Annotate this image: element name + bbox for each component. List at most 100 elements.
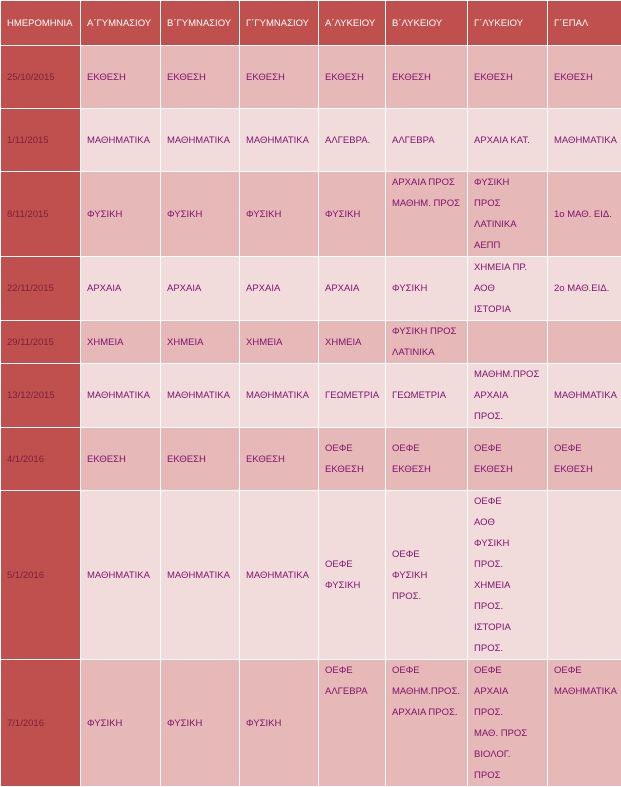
subject-text: ΦΥΣΙΚΗ — [392, 278, 461, 299]
date-cell: 1/11/2015 — [1, 109, 81, 172]
subject-text: ΑΟΘ — [474, 512, 541, 533]
subject-text: ΟΕΦΕ — [474, 491, 541, 512]
subject-cell: ΜΑΘΗΜΑΤΙΚΑ — [161, 491, 240, 660]
subject-text: ΧΗΜΕΙΑ — [474, 575, 541, 596]
subject-text: ΦΥΣΙΚΗ — [87, 204, 154, 225]
subject-text: ΜΑΘΗΜ.ΠΡΟΣ — [474, 364, 541, 385]
subject-text: ΓΕΩΜΕΤΡΙΑ — [392, 385, 461, 406]
subject-text: ΧΗΜΕΙΑ ΠΡ. — [474, 257, 541, 278]
subject-text: ΟΕΦΕ — [554, 660, 615, 681]
subject-cell: ΦΥΣΙΚΗ — [161, 660, 240, 787]
subject-text: ΙΣΤΟΡΙΑ — [474, 299, 541, 320]
subject-cell: ΑΡΧΑΙΑ — [319, 257, 386, 321]
subject-cell: ΦΥΣΙΚΗ — [240, 660, 319, 787]
subject-text — [554, 723, 615, 744]
subject-text: ΦΥΣΙΚΗ — [325, 204, 379, 225]
subject-cell — [468, 321, 548, 364]
subject-cell: ΕΚΘΕΣΗ — [240, 46, 319, 109]
subject-cell: ΓΕΩΜΕΤΡΙΑ — [319, 364, 386, 428]
subject-text — [554, 744, 615, 765]
subject-cell: 2ο ΜΑΘ.ΕΙΔ. — [548, 257, 621, 321]
subject-text: ΠΡΟΣ. — [392, 586, 461, 607]
subject-cell: ΜΑΘΗΜΑΤΙΚΑ — [240, 491, 319, 660]
date-cell: 29/11/2015 — [1, 321, 81, 364]
subject-text: ΟΕΦΕ — [392, 544, 461, 565]
subject-text — [325, 765, 379, 786]
subject-cell: ΦΥΣΙΚΗ — [81, 172, 161, 257]
subject-text — [392, 214, 461, 235]
subject-text: ΜΑΘΗΜ.ΠΡΟΣ. — [392, 681, 461, 702]
date-cell: 5/1/2016 — [1, 491, 81, 660]
subject-cell: ΦΥΣΙΚΗ — [161, 172, 240, 257]
subject-cell: ΜΑΘΗΜΑΤΙΚΑ — [548, 364, 621, 428]
subject-cell: ΜΑΘΗΜΑΤΙΚΑ — [161, 109, 240, 172]
subject-text: ΜΑΘΗΜΑΤΙΚΑ — [246, 130, 312, 151]
subject-text: ΑΛΓΕΒΡΑ — [392, 130, 461, 151]
subject-text: ΕΚΘΕΣΗ — [325, 67, 379, 88]
subject-text: ΟΕΦΕ — [325, 660, 379, 681]
subject-text: ΟΕΦΕ — [325, 554, 379, 575]
subject-text: ΑΡΧΑΙΑ — [474, 681, 541, 702]
subject-text: ΦΥΣΙΚΗ — [474, 533, 541, 554]
subject-text: ΠΡΟΣ — [474, 765, 541, 786]
header-g-lykeiou: Γ΄ΛΥΚΕΙΟΥ — [468, 1, 548, 46]
subject-text: ΑΡΧΑΙΑ ΠΡΟΣ. — [392, 702, 461, 723]
subject-cell: ΕΚΘΕΣΗ — [548, 46, 621, 109]
subject-text: ΕΚΘΕΣΗ — [554, 67, 615, 88]
subject-text: ΕΚΘΕΣΗ — [167, 67, 233, 88]
subject-text: ΟΕΦΕ — [325, 438, 379, 459]
subject-text: ΑΟΘ — [474, 278, 541, 299]
subject-text: ΧΗΜΕΙΑ — [87, 332, 154, 353]
subject-cell: ΧΗΜΕΙΑ — [319, 321, 386, 364]
subject-text: ΒΙΟΛΟΓ. — [474, 744, 541, 765]
subject-text: ΦΥΣΙΚΗ — [87, 713, 154, 734]
subject-cell: ΧΗΜΕΙΑ — [81, 321, 161, 364]
subject-text: ΠΡΟΣ. — [474, 638, 541, 659]
subject-text: ΧΗΜΕΙΑ — [167, 332, 233, 353]
subject-text — [554, 702, 615, 723]
subject-text: ΜΑΘΗΜΑΤΙΚΑ — [87, 130, 154, 151]
date-cell: 7/1/2016 — [1, 660, 81, 787]
subject-text: ΑΛΓΕΒΡΑ. — [325, 130, 379, 151]
header-g-epal: Γ΄ΕΠΑΛ — [548, 1, 621, 46]
subject-text: ΛΑΤΙΝΙΚΑ — [392, 342, 461, 363]
subject-text — [325, 744, 379, 765]
subject-text: ΑΡΧΑΙΑ ΠΡΟΣ — [392, 172, 461, 193]
subject-text: ΕΚΘΕΣΗ — [392, 459, 461, 480]
subject-text: ΕΚΘΕΣΗ — [392, 67, 461, 88]
subject-cell — [548, 491, 621, 660]
subject-text: ΧΗΜΕΙΑ — [325, 332, 379, 353]
subject-text: ΜΑΘΗΜΑΤΙΚΑ — [554, 681, 615, 702]
header-row: ΗΜΕΡΟΜΗΝΙΑ Α΄ΓΥΜΝΑΣΙΟΥ Β΄ΓΥΜΝΑΣΙΟΥ Γ΄ΓΥΜ… — [1, 1, 621, 46]
subject-text: ΧΗΜΕΙΑ — [246, 332, 312, 353]
subject-cell: ΕΚΘΕΣΗ — [81, 46, 161, 109]
subject-text: ΦΥΣΙΚΗ ΠΡΟΣ — [392, 321, 461, 342]
subject-text: ΜΑΘΗΜ. ΠΡΟΣ — [392, 193, 461, 214]
subject-cell: ΜΑΘΗΜΑΤΙΚΑ — [548, 109, 621, 172]
subject-text: ΦΥΣΙΚΗ — [246, 204, 312, 225]
subject-text: ΟΕΦΕ — [554, 438, 615, 459]
subject-text: ΟΕΦΕ — [474, 660, 541, 681]
header-a-lykeiou: Α΄ΛΥΚΕΙΟΥ — [319, 1, 386, 46]
subject-text: ΕΚΘΕΣΗ — [474, 67, 541, 88]
header-b-gymnasiou: Β΄ΓΥΜΝΑΣΙΟΥ — [161, 1, 240, 46]
subject-text: ΜΑΘ. ΠΡΟΣ — [474, 723, 541, 744]
subject-cell: ΕΚΘΕΣΗ — [386, 46, 468, 109]
subject-cell: ΑΡΧΑΙΑ — [81, 257, 161, 321]
subject-cell — [548, 321, 621, 364]
subject-text: ΑΡΧΑΙΑ — [474, 385, 541, 406]
subject-text: ΦΥΣΙΚΗ — [167, 204, 233, 225]
subject-text: ΦΥΣΙΚΗ — [167, 713, 233, 734]
subject-text: ΑΡΧΑΙΑ — [325, 278, 379, 299]
subject-text: ΕΚΘΕΣΗ — [87, 67, 154, 88]
